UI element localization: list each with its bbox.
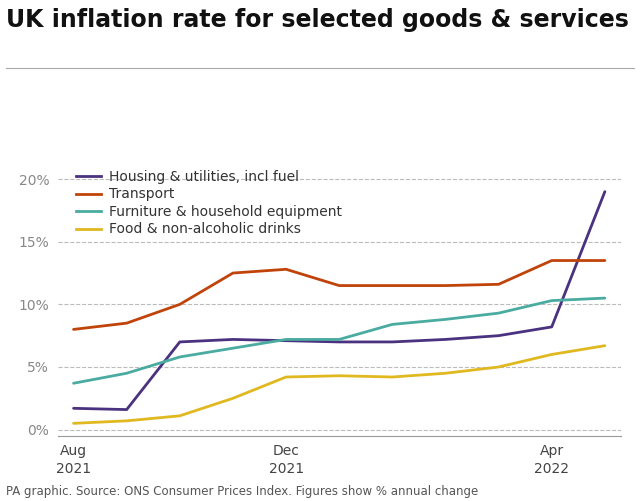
Text: PA graphic. Source: ONS Consumer Prices Index. Figures show % annual change: PA graphic. Source: ONS Consumer Prices … (6, 485, 479, 498)
Legend: Housing & utilities, incl fuel, Transport, Furniture & household equipment, Food: Housing & utilities, incl fuel, Transpor… (76, 170, 342, 236)
Text: UK inflation rate for selected goods & services: UK inflation rate for selected goods & s… (6, 8, 629, 32)
